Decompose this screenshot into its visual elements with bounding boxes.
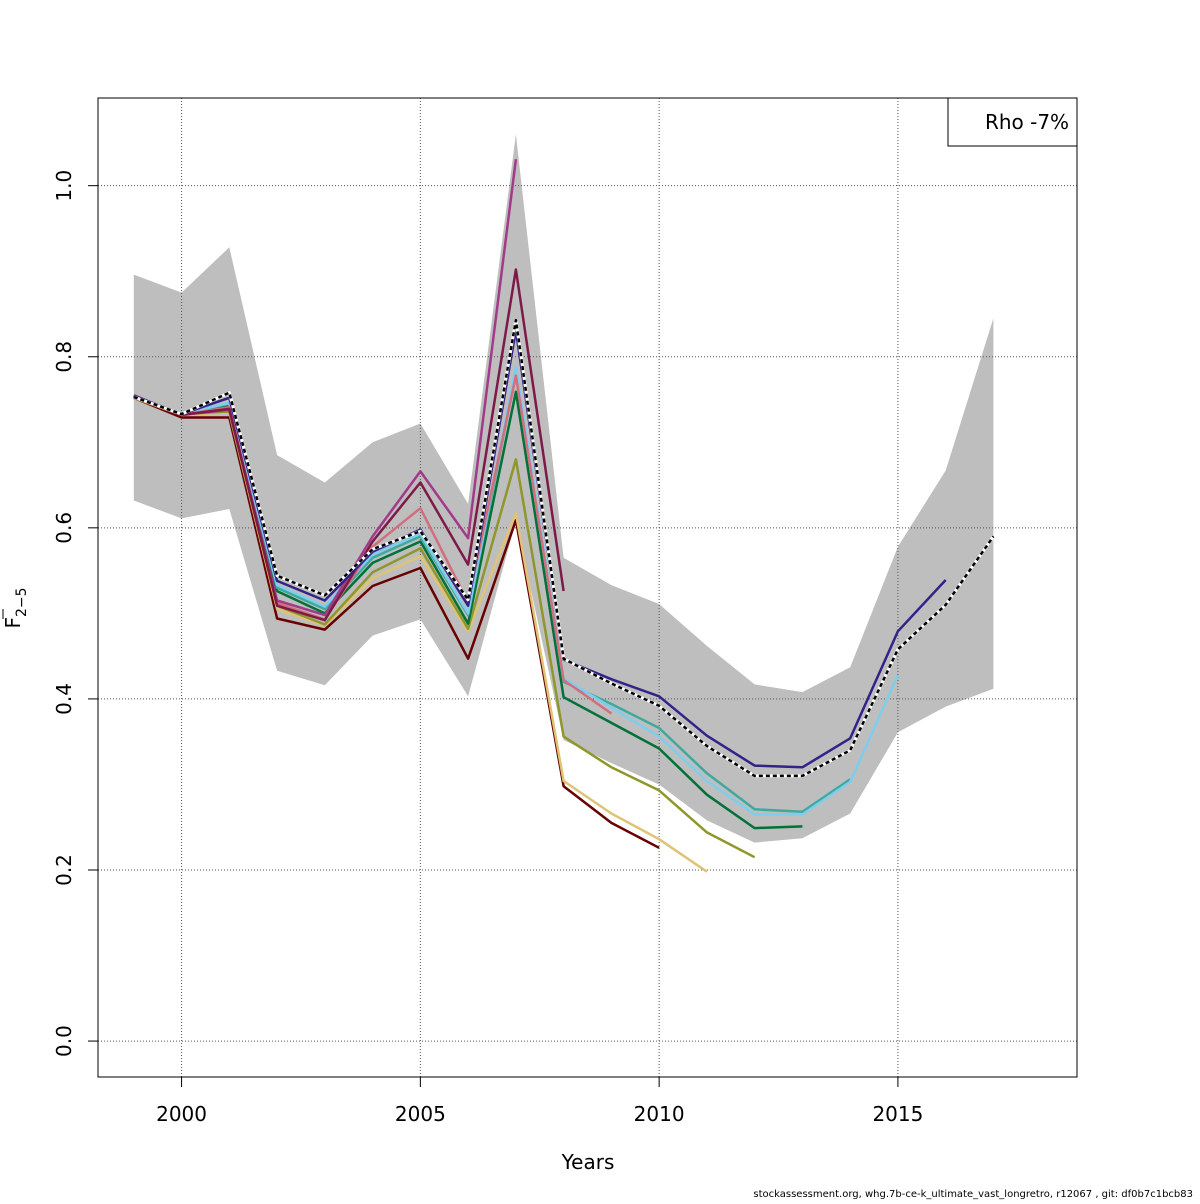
x-tick-label: 2015 [872, 1102, 923, 1126]
plot-frame [97, 97, 1078, 1078]
y-axis-title: F2−5 [1, 587, 30, 628]
confidence-band-layer [133, 134, 994, 843]
legend-frame [947, 97, 1078, 147]
legend-box: Rho -7% [947, 97, 1078, 147]
y-axis-title-subscript: 2−5 [14, 587, 30, 617]
confidence-band [133, 134, 994, 843]
y-tick-label: 0.4 [52, 683, 76, 715]
y-tick-label: 0.8 [52, 341, 76, 373]
y-tick-label: 1.0 [52, 170, 76, 202]
series-line-9 [133, 268, 565, 622]
x-tick-label: 2000 [156, 1102, 207, 1126]
footer-caption: stockassessment.org, whg.7b-ce-k_ultimat… [753, 1189, 1193, 1200]
x-axis-title: Years [561, 1150, 615, 1174]
axis-layer: 2000 2005 2010 2015 0.0 0.2 0.4 0.6 0.8 1.0 [52, 170, 923, 1126]
y-tick-label: 0.6 [52, 512, 76, 544]
y-axis-title-main: F [1, 617, 25, 629]
y-tick-label: 0.2 [52, 854, 76, 886]
series-layer [133, 159, 995, 873]
series-line-1 [133, 396, 660, 849]
y-tick-label: 0.0 [52, 1025, 76, 1057]
x-tick-label: 2010 [634, 1102, 685, 1126]
grid-layer [98, 98, 1077, 1077]
y-axis-title-text: F2−5 [1, 587, 30, 628]
series-line-dashed [133, 318, 995, 778]
legend-text: Rho -7% [985, 110, 1069, 134]
x-tick-label: 2005 [395, 1102, 446, 1126]
